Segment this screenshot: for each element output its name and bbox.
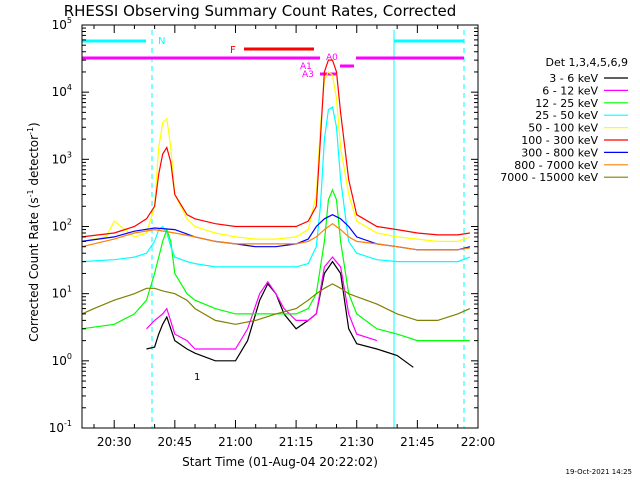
series-line-2: [81, 188, 470, 342]
series-line-4: [81, 70, 471, 242]
y-axis-label: Corrected Count Rate (s-1 detector-1): [26, 122, 41, 341]
attenuator-label-a0: A0: [326, 53, 338, 63]
legend-label-4: 50 - 100 keV: [528, 122, 598, 135]
attenuator-label-a3: A3: [302, 70, 314, 80]
series-line-5: [81, 59, 470, 238]
legend-label-7: 800 - 7000 keV: [514, 159, 598, 172]
x-tick-label: 22:00: [461, 435, 496, 449]
y-tick-label: 100: [52, 352, 72, 368]
flare-label: F: [230, 45, 236, 56]
legend-title: Det 1,3,4,5,6,9: [545, 56, 628, 69]
y-tick-label: 103: [52, 150, 72, 166]
axes-layer: 10-1 100 101 102 103 104 105 20:30 20:45 21:00 21:…: [49, 16, 496, 449]
y-tick-label: 102: [52, 218, 72, 234]
series-line-7: [81, 222, 470, 251]
series-line-1: [146, 256, 378, 350]
y-tick-label: 105: [52, 16, 72, 32]
x-tick-label: 21:45: [400, 435, 435, 449]
y-tick-label: 10-1: [49, 419, 72, 435]
y-tick-label: 101: [52, 285, 72, 301]
attenuator-label-a1: A1: [300, 62, 312, 72]
x-tick-label: 20:45: [158, 435, 193, 449]
detail-label: 1: [194, 372, 200, 383]
series-line-8: [81, 283, 471, 325]
legend-label-3: 25 - 50 keV: [535, 109, 598, 122]
chart-title: RHESSI Observing Summary Count Rates, Co…: [64, 2, 457, 20]
legend-label-8: 7000 - 15000 keV: [500, 171, 598, 184]
night-label: N: [158, 36, 165, 47]
x-tick-label: 21:30: [339, 435, 374, 449]
x-axis-label: Start Time (01-Aug-04 20:22:02): [182, 455, 378, 469]
series-layer: [81, 59, 471, 368]
x-tick-label: 21:15: [279, 435, 314, 449]
legend-label-5: 100 - 300 keV: [521, 134, 598, 147]
legend-label-1: 6 - 12 keV: [542, 84, 598, 97]
x-tick-label: 21:00: [218, 435, 253, 449]
y-tick-label: 104: [52, 83, 72, 99]
legend-label-6: 300 - 800 keV: [521, 146, 598, 159]
legend-label-2: 12 - 25 keV: [535, 97, 598, 110]
x-tick-label: 20:30: [97, 435, 132, 449]
timestamp: 19-Oct-2021 14:25: [566, 468, 632, 476]
legend-label-0: 3 - 6 keV: [549, 72, 598, 85]
